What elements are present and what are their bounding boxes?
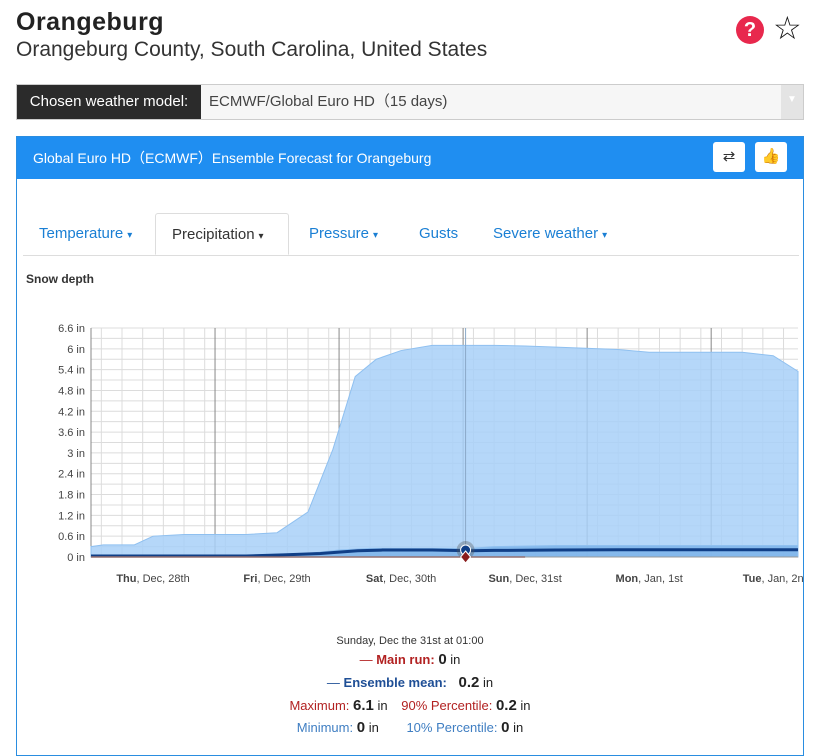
dropdown-arrow-icon[interactable]: ▼ xyxy=(781,85,803,119)
snow-depth-chart[interactable]: 0 in 0.6 in 1.2 in 1.8 in 2.4 in 3 in 3.6 in 4.… xyxy=(16,300,804,600)
y-tick-label: 0.6 in xyxy=(58,531,85,543)
tab-pressure[interactable]: Pressure ▾ xyxy=(309,225,379,242)
tab-gusts[interactable]: Gusts xyxy=(419,225,459,242)
tooltip-main-run: — Main run: 0 in xyxy=(359,651,461,668)
y-tick-label: 4.8 in xyxy=(58,385,85,397)
help-icon[interactable]: ? xyxy=(736,16,764,44)
chart-title: Snow depth xyxy=(26,272,94,286)
page-title: Orangeburg xyxy=(16,8,165,36)
model-label: Chosen weather model: xyxy=(17,85,201,119)
tooltip-date: Sunday, Dec the 31st at 01:00 xyxy=(336,635,484,647)
y-tick-label: 4.2 in xyxy=(58,406,85,418)
share-retweet-icon[interactable]: ⇄ xyxy=(713,142,745,172)
y-tick-label: 3 in xyxy=(67,448,85,460)
like-icon[interactable]: 👍 xyxy=(755,142,787,172)
x-tick-label: Thu, Dec, 28th xyxy=(116,573,189,585)
x-tick-label: Tue, Jan, 2n xyxy=(743,573,804,585)
x-tick-label: Mon, Jan, 1st xyxy=(616,573,683,585)
y-tick-label: 6.6 in xyxy=(58,323,85,335)
y-tick-label: 6 in xyxy=(67,344,85,356)
tab-severe-weather[interactable]: Severe weather ▾ xyxy=(493,225,608,242)
y-tick-label: 1.8 in xyxy=(58,490,85,502)
main-run-marker xyxy=(459,550,472,564)
tooltip-max-p90: Maximum: 6.1 in 90% Percentile: 0.2 in xyxy=(289,697,531,714)
y-tick-label: 5.4 in xyxy=(58,365,85,377)
y-tick-label: 1.2 in xyxy=(58,510,85,522)
model-select[interactable]: ECMWF/Global Euro HD（15 days) xyxy=(201,85,781,119)
y-tick-label: 3.6 in xyxy=(58,427,85,439)
x-tick-label: Sat, Dec, 30th xyxy=(366,573,436,585)
panel-title: Global Euro HD（ECMWF）Ensemble Forecast f… xyxy=(33,150,432,166)
x-tick-label: Sun, Dec, 31st xyxy=(488,573,561,585)
favorite-star-icon[interactable]: ☆ xyxy=(773,10,802,46)
series-maximum-area xyxy=(90,344,799,558)
forecast-panel: Global Euro HD（ECMWF）Ensemble Forecast f… xyxy=(16,136,804,756)
y-tick-label: 2.4 in xyxy=(58,469,85,481)
chart-tabs: Temperature ▾ Precipitation ▾ Pressure ▾ Gu… xyxy=(23,213,799,256)
x-tick-label: Fri, Dec, 29th xyxy=(243,573,310,585)
location-subtitle: Orangeburg County, South Carolina, Unite… xyxy=(16,38,488,61)
tooltip-ensemble-mean: — Ensemble mean: 0.2 in xyxy=(326,674,494,691)
y-tick-label: 0 in xyxy=(67,552,85,564)
panel-header: Global Euro HD（ECMWF）Ensemble Forecast f… xyxy=(17,137,803,179)
tab-precipitation[interactable]: Precipitation ▾ xyxy=(155,213,289,255)
series-ensemble-mean-line xyxy=(91,548,798,558)
tooltip-min-p10: Minimum: 0 in 10% Percentile: 0 in xyxy=(296,719,524,736)
weather-model-selector: Chosen weather model: ECMWF/Global Euro … xyxy=(16,84,804,120)
tab-temperature[interactable]: Temperature ▾ xyxy=(39,225,133,242)
